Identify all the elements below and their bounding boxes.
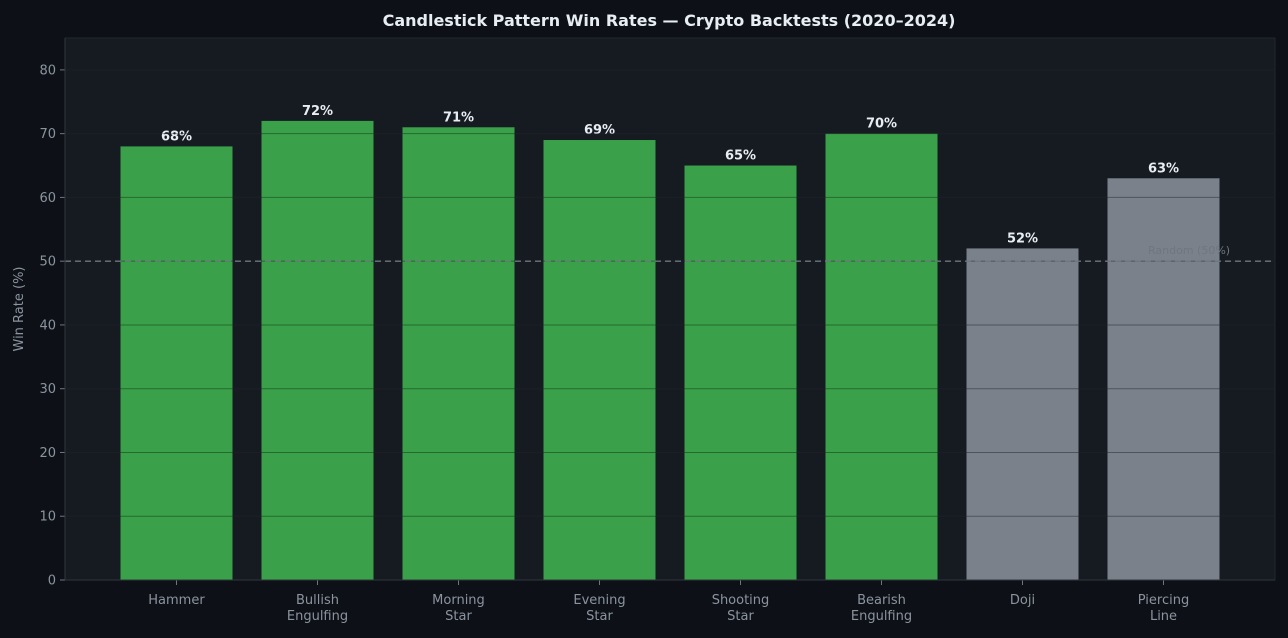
x-tick-label: Engulfing — [851, 609, 912, 624]
x-tick-label: Doji — [1010, 593, 1035, 608]
y-tick-label: 30 — [39, 382, 56, 397]
bar-value-label: 69% — [584, 123, 615, 138]
x-tick-label: Engulfing — [287, 609, 348, 624]
bar-value-label: 70% — [866, 117, 897, 132]
bar — [684, 165, 797, 580]
x-tick-label: Hammer — [148, 593, 205, 608]
y-tick-label: 40 — [39, 318, 56, 333]
bar-value-label: 71% — [443, 110, 474, 125]
x-tick-label: Star — [445, 609, 472, 624]
bar-value-label: 52% — [1007, 231, 1038, 246]
bar-value-label: 63% — [1148, 161, 1179, 176]
bar-value-label: 72% — [302, 104, 333, 119]
x-tick-label: Line — [1150, 609, 1177, 624]
y-tick-label: 70 — [39, 127, 56, 142]
y-tick-label: 50 — [39, 255, 56, 270]
y-tick-label: 20 — [39, 446, 56, 461]
x-tick-label: Star — [586, 609, 613, 624]
reference-line-label: Random (50%) — [1148, 244, 1230, 257]
bar-value-label: 68% — [161, 129, 192, 144]
bar — [261, 120, 374, 581]
y-tick-label: 10 — [39, 510, 56, 525]
y-tick-label: 80 — [39, 63, 56, 78]
bar — [120, 146, 233, 580]
x-tick-label: Star — [727, 609, 754, 624]
chart-title: Candlestick Pattern Win Rates — Crypto B… — [383, 11, 956, 30]
x-tick-label: Evening — [573, 593, 625, 608]
bar — [966, 248, 1079, 580]
bars: 68% 72% 71% 69% 65% 70% 52% 63% — [65, 69, 1275, 581]
y-tick-label: 60 — [39, 191, 56, 206]
reference-line-group: Random (50%) — [65, 244, 1275, 262]
y-tick-label: 0 — [48, 574, 56, 589]
x-tick-label: Bearish — [857, 593, 906, 608]
bar — [825, 133, 938, 580]
x-tick-label: Piercing — [1138, 593, 1189, 608]
x-tick-label: Bullish — [296, 593, 339, 608]
bar — [543, 140, 656, 580]
bar — [402, 127, 515, 580]
bar-value-label: 65% — [725, 149, 756, 164]
y-axis-label: Win Rate (%) — [12, 267, 27, 352]
x-tick-label: Shooting — [712, 593, 770, 608]
bar — [1107, 178, 1220, 580]
x-tick-label: Morning — [432, 593, 485, 608]
plot-area — [64, 37, 1276, 581]
